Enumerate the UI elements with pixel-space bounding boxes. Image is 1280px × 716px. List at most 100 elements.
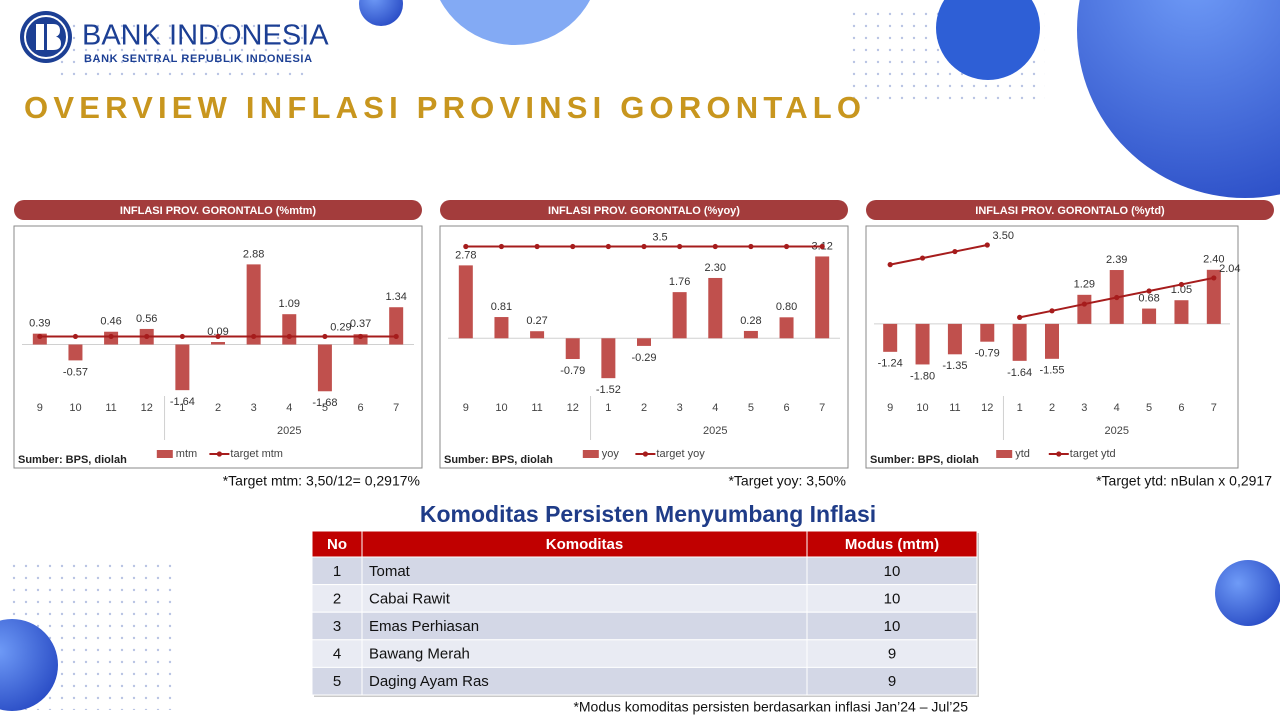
x-tick-label: 2 xyxy=(641,402,647,414)
target-point xyxy=(984,242,990,248)
chart-frame xyxy=(439,225,849,469)
data-label: -1.24 xyxy=(878,358,903,370)
data-label: 2.88 xyxy=(243,248,264,260)
data-label: -1.52 xyxy=(596,384,621,396)
legend-swatch xyxy=(1056,451,1062,457)
table-title: Komoditas Persisten Menyumbang Inflasi xyxy=(420,501,876,527)
chart-source: Sumber: BPS, diolah xyxy=(444,454,553,466)
x-tick-label: 10 xyxy=(495,402,507,414)
bar xyxy=(815,256,830,339)
bar xyxy=(1077,294,1092,324)
x-tick-label: 7 xyxy=(393,402,399,414)
table-cell-text: Tomat xyxy=(369,563,411,580)
dot-grid xyxy=(60,20,310,80)
x-tick-label: 1 xyxy=(179,402,185,414)
chart-title: INFLASI PROV. GORONTALO (%yoy) xyxy=(548,205,740,217)
target-point xyxy=(498,243,505,250)
chart-panel: INFLASI PROV. GORONTALO (%yoy)9 10 11 12 1 2 3… xyxy=(439,200,849,489)
bar xyxy=(601,338,616,379)
table-header-cell xyxy=(361,530,808,558)
x-tick-label: 7 xyxy=(1211,402,1217,414)
target-point xyxy=(1017,314,1023,320)
x-tick-label: 11 xyxy=(949,402,960,414)
table-cell xyxy=(361,556,808,586)
data-label: 0.28 xyxy=(740,315,761,327)
target-point xyxy=(357,333,364,340)
target-point xyxy=(215,333,221,340)
target-point xyxy=(1114,294,1120,301)
x-tick-label: 10 xyxy=(69,402,81,414)
table-cell-text: Bawang Merah xyxy=(369,646,470,663)
target-point xyxy=(570,243,576,250)
table-cell-text: 9 xyxy=(888,646,896,663)
bar xyxy=(779,317,794,339)
decor-circle xyxy=(359,0,403,26)
logo-name: BANK INDONESIA xyxy=(82,20,329,52)
target-point xyxy=(1178,281,1185,288)
bar xyxy=(32,333,47,345)
charts: INFLASI PROV. GORONTALO (%mtm)9 10 11 12 1 2 3… xyxy=(13,200,1274,489)
x-tick-label: 9 xyxy=(463,402,469,414)
table-cell-text: 2 xyxy=(333,590,341,607)
target-point xyxy=(1049,308,1055,314)
table-cell-text: 10 xyxy=(884,618,901,635)
target-point xyxy=(641,243,647,250)
bar xyxy=(743,330,758,339)
data-label: 3.5 xyxy=(652,231,667,243)
data-label: -0.29 xyxy=(631,352,656,364)
data-label: 2.40 xyxy=(1203,254,1224,266)
bar xyxy=(672,292,687,339)
data-label: -1.80 xyxy=(910,370,935,382)
x-tick-label: 4 xyxy=(286,402,292,414)
bar xyxy=(1174,300,1189,324)
legend-swatch xyxy=(996,450,1013,458)
chart-header xyxy=(440,200,848,220)
chart-source: Sumber: BPS, diolah xyxy=(870,454,979,466)
data-label: 0.37 xyxy=(350,318,371,330)
table-cell-text: Emas Perhiasan xyxy=(369,618,479,635)
bar xyxy=(317,344,332,392)
data-label: 0.68 xyxy=(1138,292,1159,304)
data-label: 0.46 xyxy=(100,316,121,328)
table-cell xyxy=(806,639,978,668)
x-tick-label: 10 xyxy=(916,402,928,414)
bar xyxy=(708,277,723,339)
x-group-label: 2025 xyxy=(1104,425,1128,437)
table-cell xyxy=(361,584,808,613)
target-point xyxy=(1081,301,1087,307)
x-tick-label: 5 xyxy=(1146,402,1152,414)
table-cell xyxy=(806,556,978,586)
target-point xyxy=(251,333,257,340)
legend-swatch xyxy=(216,451,222,457)
data-label: 1.34 xyxy=(385,291,406,303)
table-header: Komoditas xyxy=(546,536,624,553)
x-tick-label: 5 xyxy=(748,402,754,414)
x-tick-label: 6 xyxy=(1178,402,1184,414)
target-point xyxy=(605,243,611,250)
bar xyxy=(282,314,297,345)
data-label: 0.27 xyxy=(526,315,547,327)
logo-subtitle: BANK SENTRAL REPUBLIK INDONESIA xyxy=(84,53,313,65)
target-point xyxy=(179,333,185,340)
logo-emblem xyxy=(24,15,68,59)
table-cell xyxy=(806,666,978,696)
bar xyxy=(175,344,190,391)
target-point xyxy=(322,333,328,340)
target-point xyxy=(144,333,150,340)
legend-label: ytd xyxy=(1015,448,1030,460)
chart-header xyxy=(14,200,422,220)
bar xyxy=(494,317,509,339)
target-point xyxy=(463,243,469,250)
target-point xyxy=(919,255,926,261)
bar xyxy=(1012,323,1027,361)
data-label: -0.79 xyxy=(975,348,1000,360)
legend-label: target yoy xyxy=(656,448,705,460)
chart-note: *Target yoy: 3,50% xyxy=(728,473,846,489)
data-label: 1.29 xyxy=(1074,279,1095,291)
target-point xyxy=(108,333,114,340)
bar xyxy=(1206,269,1221,324)
bar xyxy=(353,334,368,345)
data-label: -1.68 xyxy=(312,397,337,409)
data-label: -1.55 xyxy=(1039,365,1064,377)
data-label: 0.56 xyxy=(136,313,157,325)
